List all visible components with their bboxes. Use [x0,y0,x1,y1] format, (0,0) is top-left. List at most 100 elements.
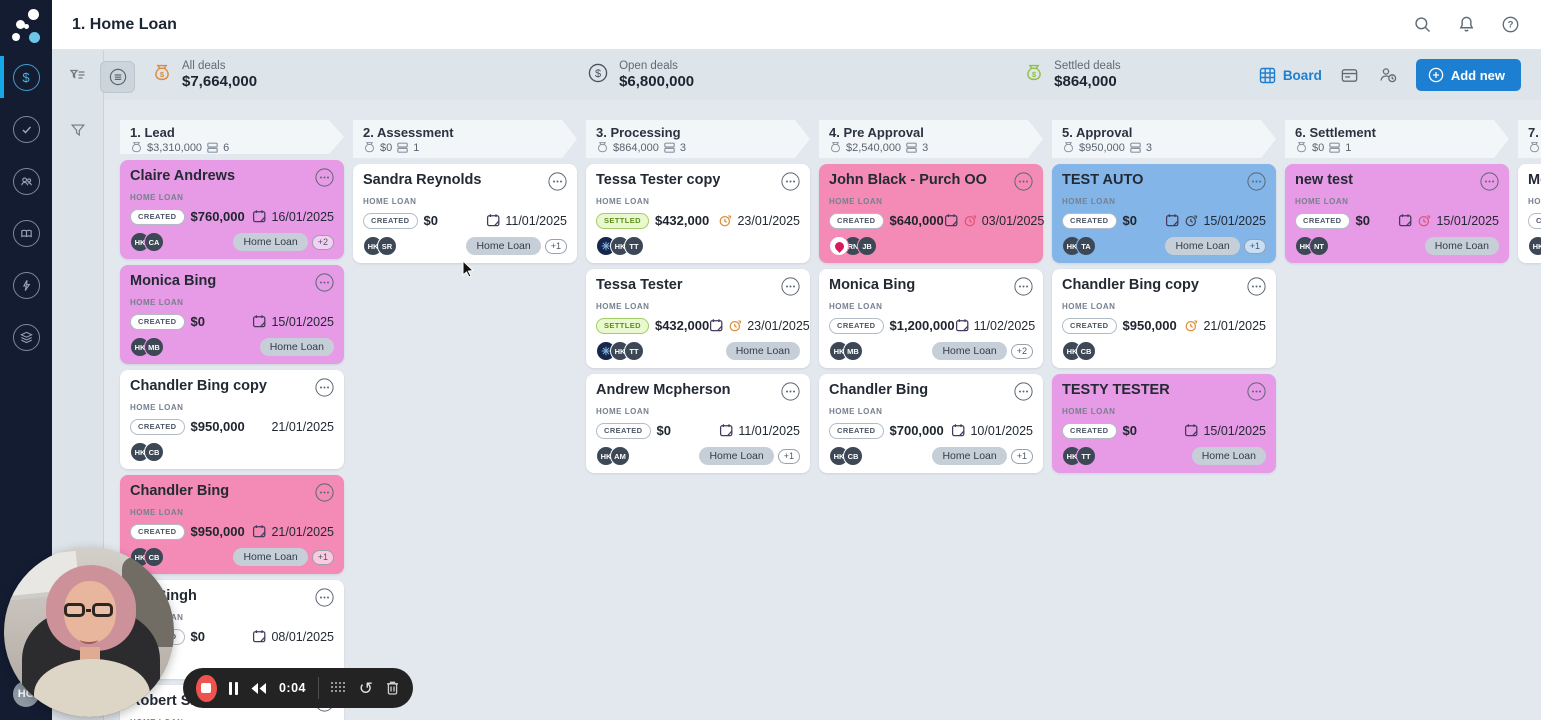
restart-recording-icon[interactable]: ↺ [358,678,373,698]
card-menu-icon [781,277,800,296]
deal-card[interactable]: Sandra Reynolds HOME LOAN CREATED $0 11/01/2… [353,164,577,263]
card-menu-button[interactable] [315,483,334,507]
column-summary: $0 1 [363,141,565,154]
deal-card[interactable]: Chandler Bing HOME LOAN CREATED $700,000 10/… [819,374,1043,473]
board-view-toggle[interactable]: Board [1259,67,1322,84]
deal-tag[interactable]: Home Loan [233,548,308,566]
avatar: MB [843,341,863,361]
search-icon[interactable] [1411,14,1433,36]
card-menu-button[interactable] [548,172,567,196]
deal-card[interactable]: Monica Bing HOME LOAN CREATED $1,200,000 11/… [819,269,1043,368]
rewind-icon[interactable] [250,682,267,695]
app-logo[interactable] [0,0,52,52]
notifications-icon[interactable] [1455,14,1477,36]
deal-tag[interactable]: Home Loan [725,342,800,360]
card-view-icon[interactable] [1340,65,1360,85]
deal-tag[interactable]: Home Loan [233,233,308,251]
deal-card[interactable]: Monica Bing HOME LOAN CREATED $0 15/01/2025 H… [120,265,344,364]
extra-tags-count[interactable]: +1 [1243,238,1266,254]
avatar-group: HK CA [130,232,164,252]
deal-card[interactable]: John Black - Purch OO HOME LOAN CREATED $64… [819,164,1044,263]
sidebar-item-knowledge[interactable] [0,216,52,250]
column-amount: $3,310,000 [147,141,203,154]
card-menu-button[interactable] [315,378,334,402]
deal-card[interactable]: Andrew Mcpherson HOME LOAN CREATED $0 11/01/… [586,374,810,473]
card-menu-button[interactable] [781,382,800,406]
deal-tag[interactable]: Home Loan [932,342,1007,360]
deal-card[interactable]: Tessa Tester HOME LOAN SETTLED $432,000 23/0… [586,269,810,368]
calendar-edit-icon [253,630,266,643]
webcam-overlay[interactable] [4,547,174,717]
avatar: CB [1076,341,1096,361]
clock-icon [720,215,732,227]
filter-funnel-icon[interactable] [66,118,90,142]
card-menu-button[interactable] [1247,172,1266,196]
add-new-button[interactable]: Add new [1415,59,1521,91]
sidebar-item-tasks[interactable] [0,112,52,146]
calendar-edit-icon [720,424,733,437]
pipeline-column: 2. Assessment $0 1 Sandra Reynolds HOME LOAN… [353,120,577,720]
money-bag-icon [829,141,842,154]
deal-tag[interactable]: Home Loan [1424,237,1499,255]
card-menu-button[interactable] [315,273,334,297]
deal-card[interactable]: TESTY TESTER HOME LOAN CREATED $0 15/01/2025… [1052,374,1276,473]
sidebar-item-deals[interactable]: $ [0,56,52,98]
pause-recording-button[interactable] [228,681,238,695]
card-menu-button[interactable] [1247,382,1266,406]
deal-tag[interactable]: Home Loan [466,237,541,255]
column-header[interactable]: 1. Lead $3,310,000 6 [120,120,344,154]
card-menu-button[interactable] [1014,277,1033,301]
deal-tag[interactable]: Home Loan [932,447,1007,465]
deal-card[interactable]: Chandler Bing copy HOME LOAN CREATED $950,0… [120,370,344,469]
extra-tags-count[interactable]: +2 [1010,343,1033,359]
column-header[interactable]: 6. Settlement $0 1 [1285,120,1509,158]
help-icon[interactable]: ? [1499,14,1521,36]
card-menu-button[interactable] [315,168,334,192]
collapse-menu-button[interactable] [100,61,135,93]
avatar-group: HK NT [1295,236,1329,256]
deal-tag[interactable]: Home Loan [259,338,334,356]
deal-tag[interactable]: Home Loan [699,447,774,465]
sidebar-item-layers[interactable] [0,320,52,354]
extra-tags-count[interactable]: +1 [1010,448,1033,464]
user-history-icon[interactable] [1378,65,1398,85]
deal-card[interactable]: Chandler Bing copy HOME LOAN CREATED $950,0… [1052,269,1276,368]
card-menu-button[interactable] [315,588,334,612]
column-header[interactable]: 5. Approval $950,000 3 [1052,120,1276,158]
layers-icon [12,323,40,351]
drag-handle-icon[interactable] [330,682,347,694]
card-menu-button[interactable] [781,277,800,301]
deal-card[interactable]: Claire Andrews HOME LOAN CREATED $760,000 16… [120,160,344,259]
extra-tags-count[interactable]: +1 [311,549,334,565]
card-menu-button[interactable] [1247,277,1266,301]
deal-card[interactable]: new test HOME LOAN CREATED $0 15/01/2025 HK NT… [1285,164,1509,263]
column-header[interactable]: 7. P$0 [1518,120,1541,158]
extra-tags-count[interactable]: +1 [777,448,800,464]
card-menu-button[interactable] [1480,172,1499,196]
sidebar-item-automation[interactable] [0,268,52,302]
status-badge: SETTLED [596,212,649,229]
deal-card[interactable]: Tessa Tester copy HOME LOAN SETTLED $432,00… [586,164,810,263]
filter-list-icon[interactable] [66,64,90,88]
deal-tag[interactable]: Home Loan [1191,447,1266,465]
card-menu-button[interactable] [1014,172,1033,196]
delete-recording-icon[interactable] [385,680,400,696]
deal-card[interactable]: TEST AUTO HOME LOAN CREATED $0 15/01/2025 HK T… [1052,164,1276,263]
card-menu-button[interactable] [1014,382,1033,406]
card-menu-icon [1014,172,1033,191]
column-amount: $0 [380,141,393,154]
column-header[interactable]: 2. Assessment $0 1 [353,120,577,158]
stop-recording-button[interactable] [196,674,217,702]
deal-tag[interactable]: Home Loan [1165,237,1240,255]
column-header[interactable]: 3. Processing $864,000 3 [586,120,810,158]
money-bag-icon [363,141,376,154]
sidebar-item-contacts[interactable] [0,164,52,198]
column-header[interactable]: 4. Pre Approval $2,540,000 3 [819,120,1043,158]
extra-tags-count[interactable]: +2 [311,234,334,250]
deal-card[interactable]: Mo HOM CREA HK [1518,164,1541,263]
extra-tags-count[interactable]: +1 [544,238,567,254]
column-count: 1 [1345,141,1352,154]
card-menu-button[interactable] [781,172,800,196]
deals-count-icon [663,141,676,154]
